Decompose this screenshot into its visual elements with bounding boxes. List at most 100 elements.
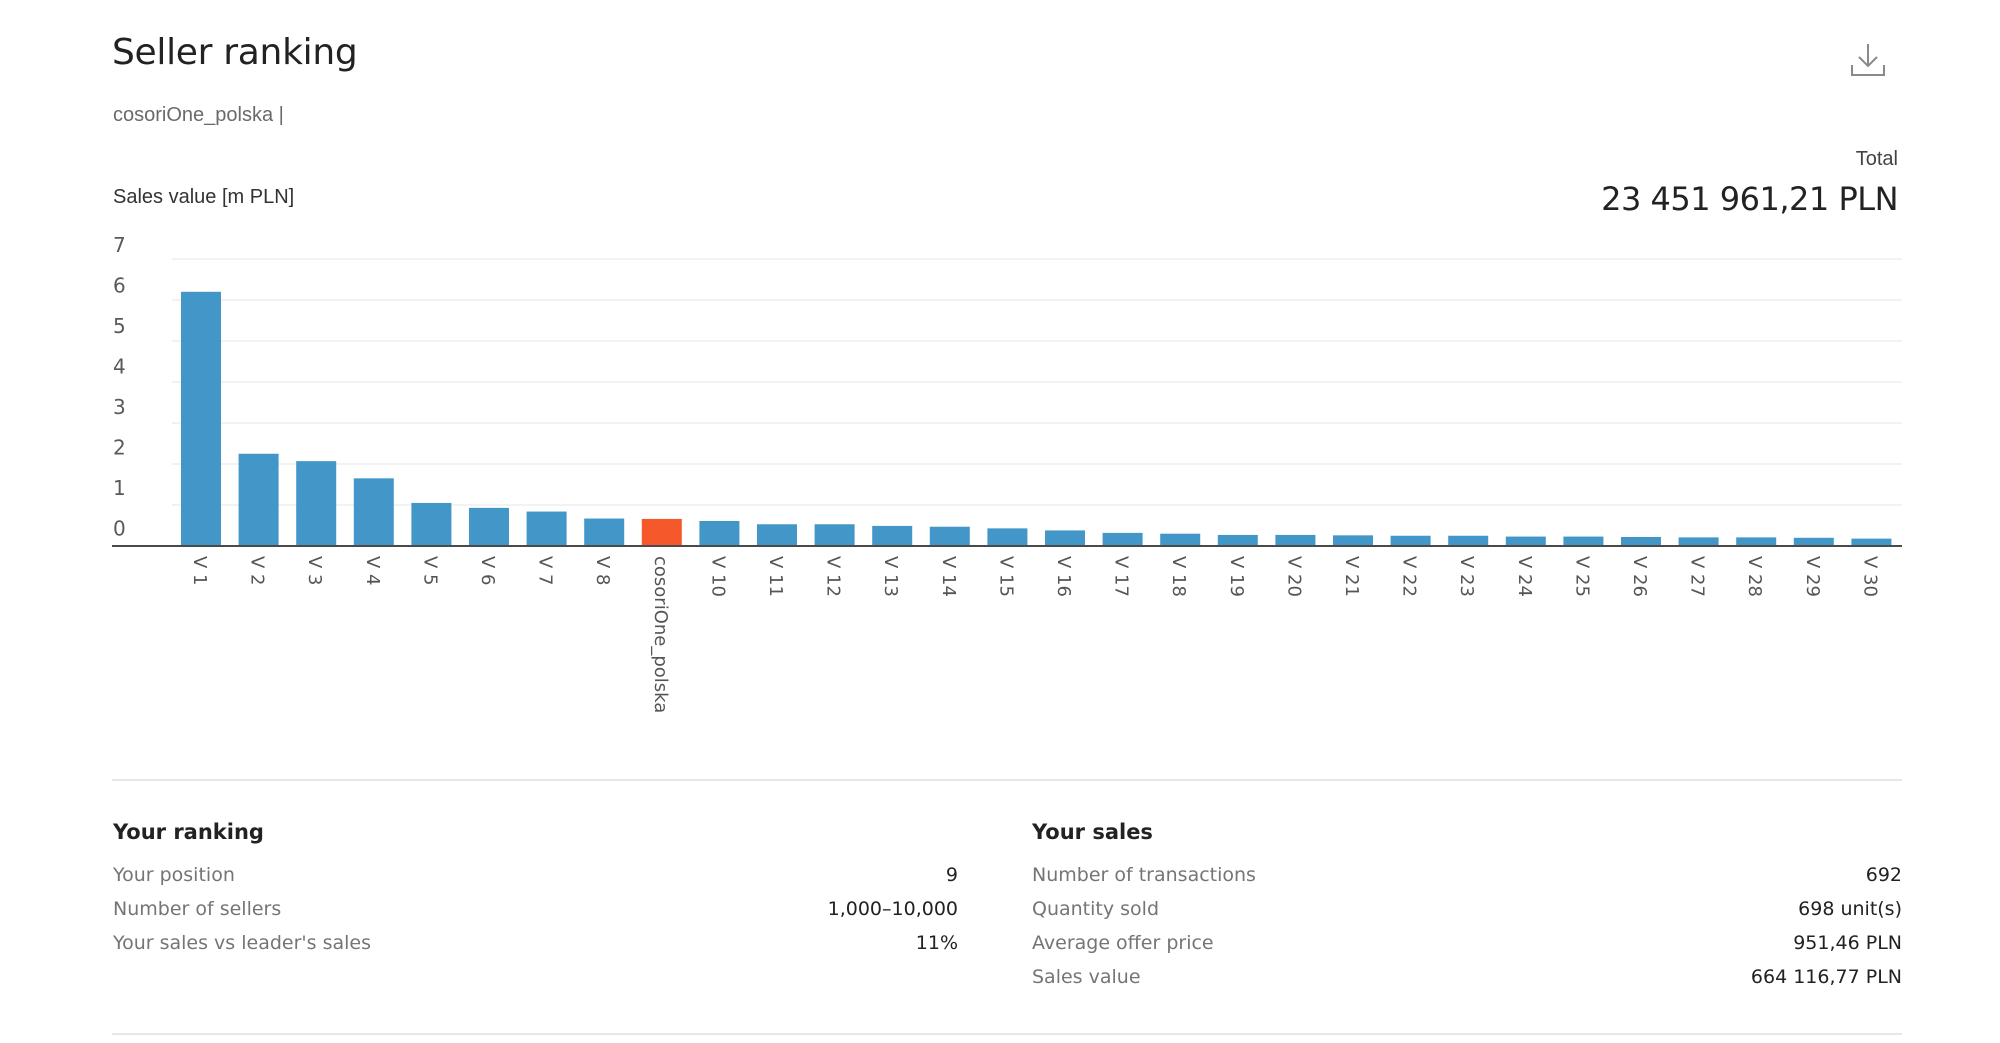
x-tick-label: V 24 [1514,556,1535,597]
bar [1851,538,1892,546]
total-label: Total [1855,148,1898,170]
total-value: 23 451 961,21 PLN [1601,180,1898,218]
bar [353,478,394,546]
stat-value: 664 116,77 PLN [1750,966,1902,988]
x-tick-label: V 30 [1859,556,1880,597]
bar [1275,534,1316,546]
x-tick-label: V 12 [823,556,844,597]
ranking-section: Your ranking Your position 9 Number of s… [113,820,958,960]
ranking-heading: Your ranking [113,820,264,844]
download-icon[interactable] [1848,40,1888,80]
x-tick-label: V 15 [995,556,1016,597]
x-tick-label: V 16 [1053,556,1074,597]
y-tick-label: 1 [113,476,126,500]
bar [1563,536,1604,546]
stat-value: 698 unit(s) [1798,898,1902,920]
stat-row-sellers: Number of sellers 1,000–10,000 [113,892,958,926]
y-tick-label: 0 [113,517,126,541]
bar [469,507,509,546]
bar [1793,537,1834,546]
bar [1102,532,1143,546]
bar [757,524,797,546]
y-axis-label: Sales value [m PLN] [113,186,295,208]
bar [584,518,625,546]
y-tick-label: 3 [113,395,126,419]
x-tick-label: V 3 [304,556,325,586]
x-tick-label: V 14 [938,556,959,597]
y-tick-label: 5 [113,314,126,338]
stat-label: Number of sellers [113,898,282,920]
x-tick-label: V 21 [1341,556,1362,597]
stat-row-transactions: Number of transactions 692 [1032,858,1902,892]
x-tick-label: V 25 [1571,556,1592,597]
highlighted-bar [641,518,682,546]
y-tick-label: 2 [113,436,126,460]
divider-bottom [112,1033,1902,1035]
bar [1333,535,1373,546]
stat-label: Sales value [1032,966,1141,988]
x-tick-label: V 27 [1687,556,1708,597]
x-tick-label: V 26 [1629,556,1650,597]
x-tick-label: V 13 [880,556,901,597]
bar [1678,537,1719,546]
x-tick-label: V 18 [1168,556,1189,597]
x-tick-label: V 22 [1399,556,1420,597]
bar [1160,533,1201,546]
sales-section: Your sales Number of transactions 692 Qu… [1032,820,1902,994]
bar [1736,537,1777,546]
y-tick-label: 4 [113,355,126,379]
x-tick-label: V 19 [1226,556,1247,597]
bar [1505,536,1546,546]
bar [1217,534,1258,546]
stat-row-position: Your position 9 [113,858,958,892]
x-tick-label: V 6 [477,556,498,586]
x-tick-label: V 29 [1802,556,1823,597]
stat-label: Average offer price [1032,932,1214,954]
seller-subtitle: cosoriOne_polska | [113,104,284,126]
x-tick-label: V 8 [592,556,613,586]
x-tick-label: V 20 [1283,556,1304,597]
x-tick-label: cosoriOne_polska [650,556,671,713]
bar [1390,535,1431,546]
stat-value: 692 [1865,864,1902,886]
stat-row-sales-value: Sales value 664 116,77 PLN [1032,960,1902,994]
seller-ranking-chart: 7 6 5 4 3 2 1 0 V 1 V 2 V 3 V 4 V 5 V 6 V 7 V 8 cosoriOn… [112,233,1902,713]
x-tick-label: V 5 [419,556,440,586]
x-tick-label: V 17 [1111,556,1132,597]
stat-value: 9 [945,864,958,886]
x-tick-label: V 7 [535,556,556,586]
bar [181,291,221,546]
stat-row-avg-price: Average offer price 951,46 PLN [1032,926,1902,960]
bar [929,526,970,546]
y-tick-label: 6 [113,274,126,298]
stat-label: Number of transactions [1032,864,1256,886]
bar [872,525,913,546]
bar [238,453,279,546]
x-tick-label: V 11 [765,556,786,597]
bar [411,502,452,546]
bar [526,511,567,546]
stat-label: Your position [113,864,235,886]
bar [987,528,1028,546]
stat-row-quantity: Quantity sold 698 unit(s) [1032,892,1902,926]
x-tick-label: V 4 [362,556,383,586]
bar [1448,535,1489,546]
bar [699,520,740,546]
page-title: Seller ranking [112,32,358,73]
download-icon-graphic [1851,44,1885,76]
bar [1621,536,1661,546]
bar [814,524,855,546]
x-tick-label: V 28 [1744,556,1765,597]
bar [296,461,337,546]
y-tick-label: 7 [113,233,126,257]
stat-label: Your sales vs leader's sales [113,932,371,954]
x-tick-label: V 23 [1456,556,1477,597]
x-tick-label: V 10 [707,556,728,597]
x-tick-label: V 2 [247,556,268,586]
divider-top [112,779,1902,781]
stat-value: 951,46 PLN [1793,932,1902,954]
x-tick-label: V 1 [189,556,210,586]
stat-value: 11% [915,932,958,954]
stat-label: Quantity sold [1032,898,1160,920]
bar [1045,530,1085,546]
